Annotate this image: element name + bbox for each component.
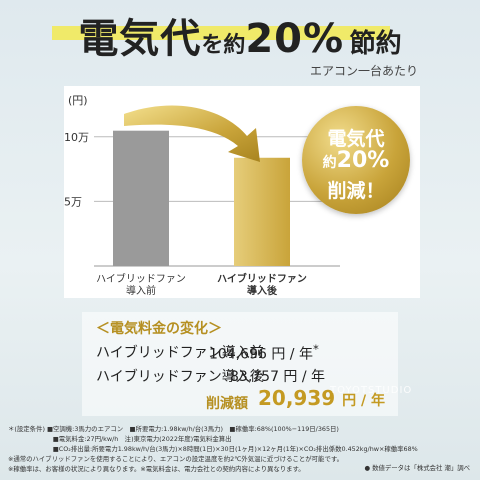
- bar-after: [234, 157, 290, 266]
- data-source: ● 数値データは「株式会社 潮」調べ: [364, 464, 471, 472]
- badge-line2-pre: 約: [322, 155, 337, 171]
- watermark: TOYOTSTUDIO: [330, 385, 413, 396]
- saving-unit: 円 / 年: [342, 393, 386, 409]
- before-label: ハイブリッドファン導入前: [96, 345, 264, 361]
- note-line: ※通常のハイブリッドファンを使用することにより、エアコンの設定温度を約2℃外気温…: [8, 455, 343, 463]
- title-mid: を約: [201, 33, 246, 58]
- badge-line1: 電気代: [327, 128, 385, 150]
- x-category-sublabel: 導入前: [126, 284, 156, 297]
- title-main: 電気代: [78, 16, 202, 62]
- summary-heading: ＜電気料金の変化＞: [96, 321, 222, 337]
- saving-label: 削減額: [206, 396, 248, 412]
- note-line: ■CO₂排出量:所要電力1.98kw/h/台(3馬力)×8時間(1日)×30日(…: [8, 445, 418, 453]
- saving-value: 20,939 円 / 年: [258, 386, 385, 410]
- before-value: 104,696 円 / 年*: [209, 342, 319, 364]
- x-category-label: ハイブリッドファン: [217, 272, 307, 285]
- note-line: ■電気料金:27円/kw/h 注)東京電力(2022年度)電気料金算出: [8, 435, 232, 443]
- saving-amount: 20,939: [258, 386, 336, 410]
- badge-line3: 削減！: [327, 180, 385, 202]
- reduction-badge: 電気代 約20% 削減！: [302, 106, 410, 214]
- bar-before: [113, 130, 169, 266]
- after-value: 83,757 円 / 年: [230, 369, 326, 385]
- badge-line2-num: 20%: [336, 148, 390, 173]
- y-tick-label: 5万: [64, 195, 82, 208]
- before-mark: *: [312, 342, 319, 356]
- x-category-sublabel: 導入後: [247, 284, 278, 297]
- y-tick-label: 10万: [64, 131, 89, 144]
- title-percent: 20%: [245, 16, 345, 62]
- footnotes: ＊(設定条件) ■空調機:3馬力のエアコン ■所要電力:1.98kw/h/台(3…: [8, 424, 476, 474]
- before-amount: 104,696 円 / 年: [209, 346, 313, 363]
- title-end: 節約: [349, 29, 402, 59]
- note-line: ※稼働率は、お客様の状況により異なります。※電気料金は、電力会社との契約内容によ…: [8, 465, 305, 473]
- subtitle: エアコン一台あたり: [309, 64, 418, 78]
- title-highlight: [52, 26, 390, 40]
- summary-box: [82, 312, 398, 416]
- page-title: 電気代を約20% 節約: [0, 6, 480, 64]
- decrease-arrow-icon: [124, 105, 260, 162]
- x-category-label: ハイブリッドファン: [96, 272, 186, 285]
- after-label: ハイブリッドファン導入後: [96, 369, 264, 385]
- note-line: ＊(設定条件) ■空調機:3馬力のエアコン ■所要電力:1.98kw/h/台(3…: [8, 425, 339, 433]
- y-unit-label: (円): [68, 94, 88, 107]
